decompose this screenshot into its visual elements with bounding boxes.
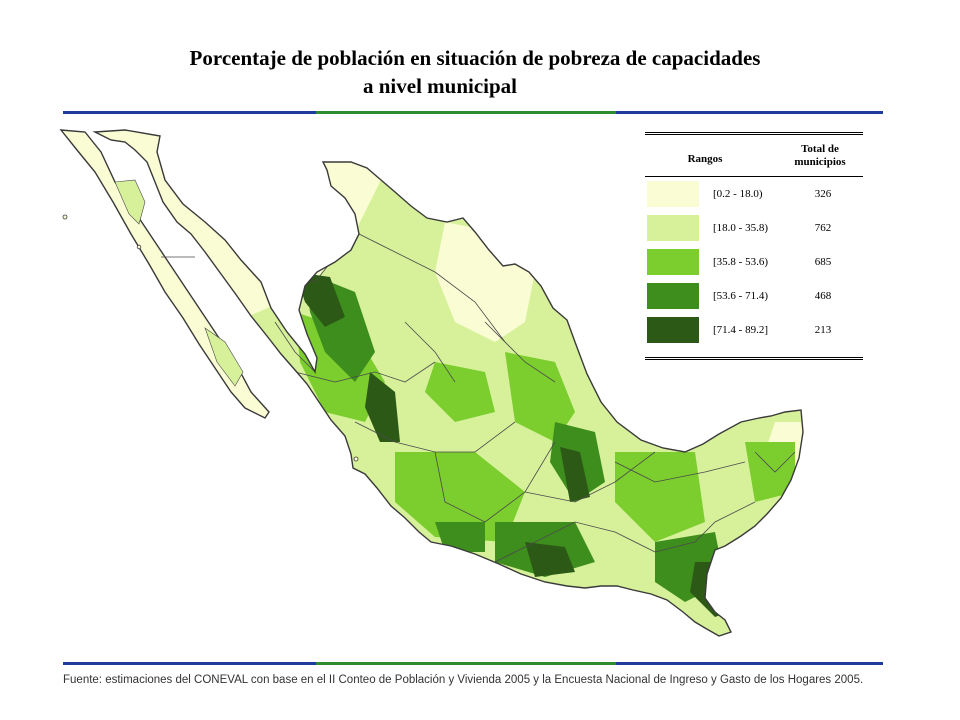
- source-note: Fuente: estimaciones del CONEVAL con bas…: [63, 674, 864, 686]
- legend-swatch: [647, 249, 699, 275]
- title-line-2: a nivel municipal: [362, 74, 518, 98]
- legend-count: 762: [814, 222, 832, 234]
- legend-row: [0.2 - 18.0) 326: [645, 181, 863, 207]
- legend-row: [35.8 - 53.6) 685: [645, 249, 863, 275]
- legend-count: 685: [814, 256, 832, 268]
- legend-swatch: [647, 283, 699, 309]
- legend-swatch: [647, 317, 699, 343]
- map-legend: Rangos Total de municipios [0.2 - 18.0) …: [645, 132, 863, 360]
- legend-swatch: [647, 181, 699, 207]
- top-rule: [63, 111, 883, 114]
- legend-row: [71.4 - 89.2] 213: [645, 317, 863, 343]
- legend-range: [71.4 - 89.2]: [713, 324, 768, 336]
- legend-count: 468: [814, 290, 832, 302]
- legend-swatch: [647, 215, 699, 241]
- legend-range: [35.8 - 53.6): [713, 256, 768, 268]
- legend-range: [0.2 - 18.0): [713, 188, 763, 200]
- title-line-1: Porcentaje de población en situación de …: [189, 46, 761, 70]
- legend-row: [18.0 - 35.8) 762: [645, 215, 863, 241]
- legend-header: Rangos Total de municipios: [645, 138, 863, 177]
- legend-count: 213: [814, 324, 832, 336]
- map-title: Porcentaje de población en situación de …: [0, 44, 960, 100]
- bottom-rule: [63, 662, 883, 665]
- legend-row: [53.6 - 71.4) 468: [645, 283, 863, 309]
- legend-range: [53.6 - 71.4): [713, 290, 768, 302]
- legend-count: 326: [814, 188, 832, 200]
- legend-range: [18.0 - 35.8): [713, 222, 768, 234]
- legend-header-range: Rangos: [687, 153, 723, 165]
- legend-header-count: Total de municipios: [794, 143, 846, 168]
